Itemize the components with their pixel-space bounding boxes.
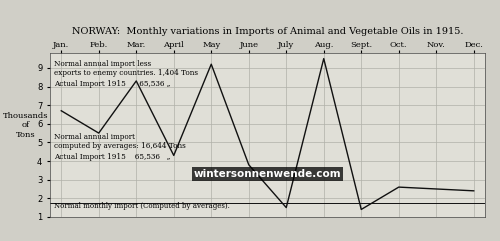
Text: Actual Import 1915      65,536 „: Actual Import 1915 65,536 „ [54,80,171,87]
Text: exports to enemy countries. 1,404 Tons: exports to enemy countries. 1,404 Tons [54,69,199,77]
Text: Normal annual import less: Normal annual import less [54,60,152,67]
Text: wintersonnenwende.com: wintersonnenwende.com [194,169,342,179]
Text: Thousands
of
Tons: Thousands of Tons [2,112,48,139]
Text: Actual Import 1915    65,536   „: Actual Import 1915 65,536 „ [54,153,171,161]
Text: Normal monthly import (Computed by averages).: Normal monthly import (Computed by avera… [54,202,230,210]
Text: computed by averages: 16,644 Tons: computed by averages: 16,644 Tons [54,142,186,150]
Title: NORWAY:  Monthly variations in Imports of Animal and Vegetable Oils in 1915.: NORWAY: Monthly variations in Imports of… [72,27,463,36]
Text: Normal annual import: Normal annual import [54,133,136,141]
